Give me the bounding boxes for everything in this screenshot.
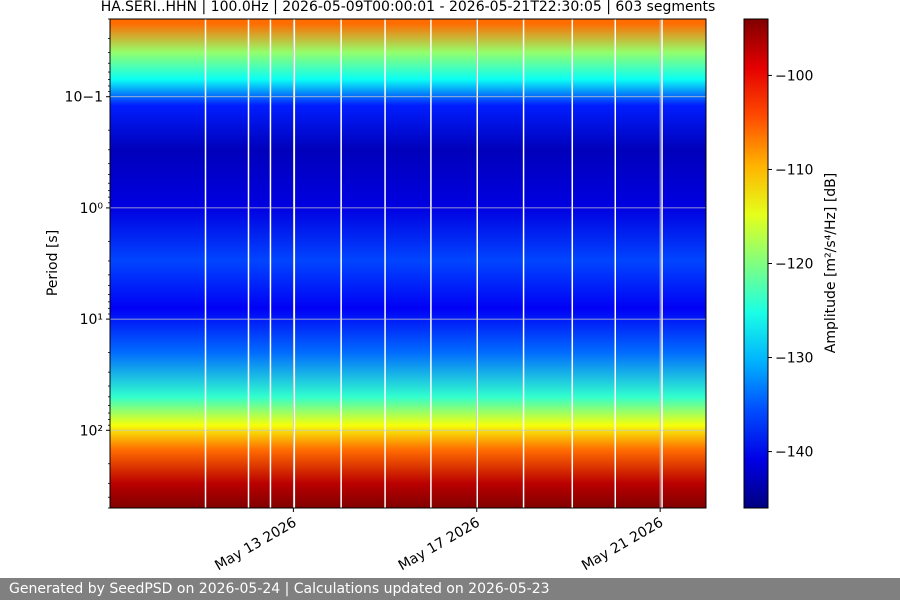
y-tick-label: 10² [80,423,103,439]
colorbar-label: Amplitude [m²/s⁴/Hz] [dB] [823,173,839,353]
x-tick-label: May 21 2026 [579,515,666,575]
data-gaps [204,19,663,508]
heatmap-fill [110,19,706,508]
footer-text: Generated by SeedPSD on 2026-05-24 | Cal… [9,581,550,597]
colorbar-tick-label: −100 [775,68,813,84]
y-axis: 10−1 10⁰ 10¹ 10² [65,18,110,509]
plot-frame [109,18,707,509]
grid-lines [110,19,706,508]
colorbar-axis: −140 −130 −120 −110 −100 [768,68,813,461]
y-tick-label: 10¹ [80,312,103,328]
colorbar-tick-label: −120 [775,257,813,273]
chart-title: HA.SERI..HHN | 100.0Hz | 2026-05-09T00:0… [101,0,716,15]
colorbar-tick-label: −110 [775,162,813,178]
y-axis-label: Period [s] [45,230,61,296]
x-axis: May 13 2026 May 17 2026 May 21 2026 [212,508,666,574]
x-tick-label: May 17 2026 [396,515,483,575]
y-tick-label: 10−1 [65,90,103,106]
footer-bar: Generated by SeedPSD on 2026-05-24 | Cal… [0,578,900,600]
x-tick-label: May 13 2026 [212,515,299,575]
colorbar-tick-label: −130 [775,351,813,367]
colorbar-tick-label: −140 [775,445,813,461]
colorbar [743,18,769,509]
spectrogram-heatmap [110,19,706,508]
y-tick-label: 10⁰ [80,201,104,217]
